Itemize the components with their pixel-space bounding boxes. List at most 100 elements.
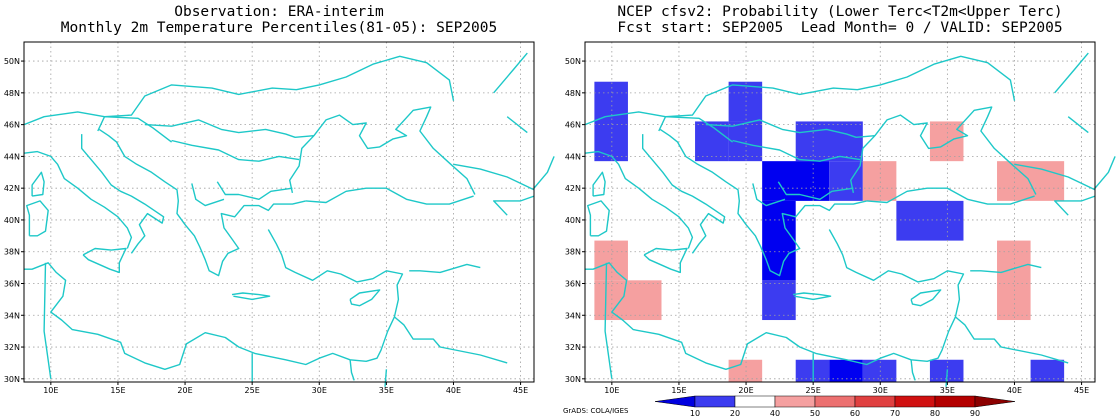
colorbar-swatch: [974, 395, 1016, 408]
observation-map: 10E 15E 20E 25E 30E 35E 40E 45E 30N 32N 34N 36N 38N 4…: [4, 41, 555, 395]
x-tick-label: 30E: [312, 386, 327, 395]
right-panel-title: NCEP cfsv2: Probability (Lower Terc<T2m<…: [585, 4, 1095, 36]
colorbar-swatch: [854, 395, 896, 408]
probability-cell-mid-blue: [829, 161, 863, 201]
y-tick-label: 34N: [565, 311, 581, 320]
coastline: [231, 292, 271, 301]
coastline: [732, 139, 861, 162]
colorbar-swatch: [774, 395, 816, 408]
colorbar-label: 40: [770, 409, 780, 418]
coastline: [954, 316, 1069, 364]
y-tick-label: 30N: [4, 375, 20, 384]
probability-cell-mid-blue: [695, 121, 729, 162]
colorbar-label: 70: [890, 409, 900, 418]
coastline: [1067, 116, 1089, 134]
coastline: [305, 187, 474, 205]
colorbar-label: 60: [850, 409, 860, 418]
coastline: [910, 359, 916, 381]
x-tick-label: 40E: [446, 386, 461, 395]
coastline: [349, 289, 381, 307]
y-tick-label: 34N: [4, 311, 20, 320]
left-title-line2: Monthly 2m Temperature Percentiles(81-05…: [60, 20, 498, 36]
grads-credit: GrADS: COLA/IGES: [563, 407, 629, 415]
x-tick-label: 15E: [671, 386, 686, 395]
x-tick-label: 25E: [245, 386, 260, 395]
coastline: [26, 200, 49, 237]
colorbar-label: 90: [970, 409, 980, 418]
colorbar: 10 20 40 50 60 70 80 90: [654, 395, 1016, 418]
coastline: [289, 106, 476, 195]
coastline: [24, 229, 404, 370]
probability-cell-mid-blue: [896, 200, 964, 241]
x-tick-label: 45E: [513, 386, 528, 395]
y-tick-label: 40N: [4, 216, 20, 225]
probability-cell-mid-blue: [594, 81, 628, 162]
coastline: [659, 128, 867, 277]
coastline: [705, 119, 875, 139]
coastline: [191, 183, 225, 207]
y-tick-label: 50N: [565, 57, 581, 66]
colorbar-label: 50: [810, 409, 820, 418]
coastline: [453, 163, 535, 191]
coastline: [752, 183, 786, 207]
colorbar-swatch: [894, 395, 936, 408]
probability-cell-light-red: [594, 240, 628, 281]
y-tick-label: 38N: [565, 248, 581, 257]
y-tick-label: 38N: [4, 248, 20, 257]
coastline: [970, 263, 1042, 274]
x-tick-label: 40E: [1007, 386, 1022, 395]
coastline: [584, 150, 694, 249]
map-frame: [23, 41, 535, 383]
y-tick-label: 42N: [565, 184, 581, 193]
y-tick-label: 44N: [565, 152, 581, 161]
x-tick-label: 20E: [738, 386, 753, 395]
coastline: [97, 115, 173, 143]
x-tick-label: 10E: [43, 386, 58, 395]
probability-cell-dark-blue: [762, 200, 796, 281]
y-tick-label: 44N: [4, 152, 20, 161]
right-title-line2: Fcst start: SEP2005 Lead Month= 0 / VALI…: [617, 20, 1063, 36]
colorbar-swatch: [734, 395, 776, 408]
coastline: [1094, 156, 1116, 189]
y-tick-label: 42N: [4, 184, 20, 193]
coastline: [592, 171, 606, 197]
coastline: [658, 115, 734, 143]
coastline: [80, 134, 165, 254]
coastline: [384, 369, 388, 387]
coastline: [643, 247, 688, 274]
probability-cell-light-red: [997, 240, 1031, 321]
y-tick-label: 50N: [4, 57, 20, 66]
coastline: [171, 139, 300, 162]
coastline: [393, 316, 508, 364]
map-frame: [584, 41, 1096, 383]
colorbar-label: 80: [930, 409, 940, 418]
coastline: [642, 134, 726, 254]
x-tick-label: 25E: [806, 386, 821, 395]
coastline: [144, 119, 314, 139]
x-tick-label: 10E: [604, 386, 619, 395]
right-title-line1: NCEP cfsv2: Probability (Lower Terc<T2m<…: [617, 4, 1063, 20]
y-tick-label: 48N: [4, 89, 20, 98]
coastline: [585, 229, 965, 370]
y-tick-label: 46N: [4, 121, 20, 130]
y-tick-label: 36N: [565, 279, 581, 288]
colorbar-label: 10: [690, 409, 700, 418]
coastline: [866, 187, 1035, 205]
forecast-probability-map: 10E 15E 20E 25E 30E 35E 40E 45E 30N 32N 34N 36N 38N 4…: [565, 41, 1116, 395]
coastline: [587, 200, 610, 237]
left-panel-title: Observation: ERA-interim Monthly 2m Temp…: [24, 4, 534, 36]
y-tick-label: 36N: [4, 279, 20, 288]
x-tick-label: 20E: [177, 386, 192, 395]
y-tick-label: 32N: [4, 343, 20, 352]
y-tick-label: 30N: [565, 375, 581, 384]
probability-cell-light-red: [862, 161, 897, 201]
y-tick-label: 48N: [565, 89, 581, 98]
coastline: [349, 359, 355, 381]
colorbar-swatch: [814, 395, 856, 408]
coastline: [493, 195, 535, 216]
y-tick-label: 46N: [565, 121, 581, 130]
coastline: [506, 116, 528, 134]
coastline: [23, 150, 133, 249]
coastline: [43, 262, 52, 379]
